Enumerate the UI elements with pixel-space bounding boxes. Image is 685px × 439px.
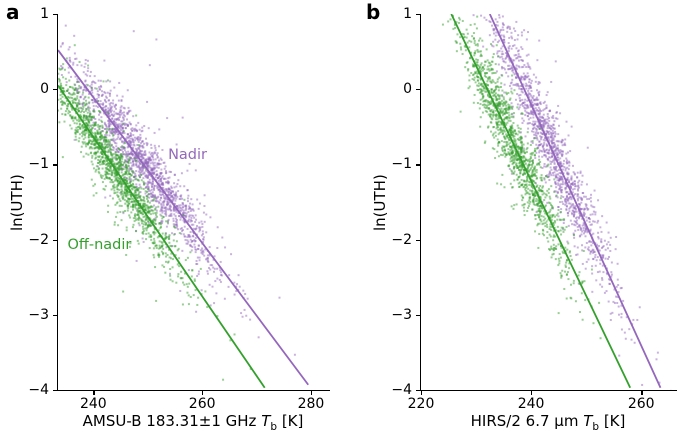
- panel-a-label: a: [6, 0, 20, 24]
- x-axis-label-b-pre: HIRS/2 6.7 μm: [470, 412, 584, 430]
- plot-area-a: [57, 14, 330, 391]
- x-axis-label-b-post: [K]: [599, 412, 626, 430]
- x-tick-label: 240: [79, 396, 107, 412]
- y-tick-mark: [416, 314, 420, 317]
- y-tick-label: −1: [28, 156, 49, 173]
- y-tick-label: −2: [28, 231, 49, 248]
- x-tick-label: 280: [297, 396, 325, 412]
- y-tick-label: 1: [403, 6, 412, 22]
- y-tick-label: −3: [28, 306, 49, 323]
- y-tick-mark: [53, 14, 57, 16]
- x-tick-mark: [641, 391, 643, 395]
- y-tick-mark: [416, 14, 420, 16]
- y-axis-label-b: ln(UTH): [371, 174, 389, 231]
- x-tick-mark: [202, 391, 204, 395]
- y-tick-mark: [53, 89, 57, 91]
- series-annotation: Off-nadir: [67, 236, 132, 253]
- y-tick-label: 0: [403, 81, 412, 98]
- y-tick-label: −4: [391, 382, 412, 398]
- plot-area-b: [420, 14, 677, 391]
- y-tick-label: 0: [40, 81, 49, 98]
- y-tick-label: −2: [391, 231, 412, 248]
- x-axis-label-a-post: [K]: [277, 412, 304, 430]
- x-tick-mark: [310, 391, 313, 395]
- y-tick-label: 1: [40, 6, 49, 22]
- x-axis-label-a-sub: b: [270, 421, 278, 433]
- y-tick-mark: [53, 390, 57, 392]
- scatter-canvas-b: [421, 14, 677, 390]
- y-tick-label: −1: [391, 156, 412, 173]
- x-tick-label: 220: [407, 396, 435, 412]
- x-axis-label-b-var: T: [583, 412, 593, 430]
- y-tick-label: −3: [391, 306, 412, 323]
- y-tick-mark: [53, 239, 57, 241]
- x-tick-label: 260: [627, 396, 655, 412]
- panel-b-label: b: [366, 0, 381, 24]
- x-axis-label-a-pre: AMSU-B 183.31±1 GHz: [82, 412, 262, 430]
- x-tick-mark: [531, 391, 533, 395]
- y-tick-mark: [53, 164, 57, 166]
- x-tick-mark: [421, 391, 423, 395]
- y-axis-label-a: ln(UTH): [8, 174, 26, 231]
- y-tick-mark: [416, 390, 420, 392]
- x-axis-label-a: AMSU-B 183.31±1 GHz Tb [K]: [57, 412, 329, 433]
- x-axis-label-b-sub: b: [592, 421, 600, 433]
- x-axis-label-a-var: T: [261, 412, 271, 430]
- y-tick-mark: [416, 89, 420, 91]
- y-tick-mark: [416, 164, 420, 166]
- y-tick-mark: [416, 239, 420, 241]
- x-tick-mark: [93, 391, 95, 395]
- series-annotation: Nadir: [168, 147, 208, 164]
- x-axis-label-b: HIRS/2 6.7 μm Tb [K]: [420, 412, 676, 433]
- x-tick-label: 240: [517, 396, 545, 412]
- x-tick-label: 260: [188, 396, 216, 412]
- y-tick-label: −4: [28, 382, 49, 398]
- scatter-canvas-a: [58, 14, 330, 390]
- y-tick-mark: [53, 314, 57, 317]
